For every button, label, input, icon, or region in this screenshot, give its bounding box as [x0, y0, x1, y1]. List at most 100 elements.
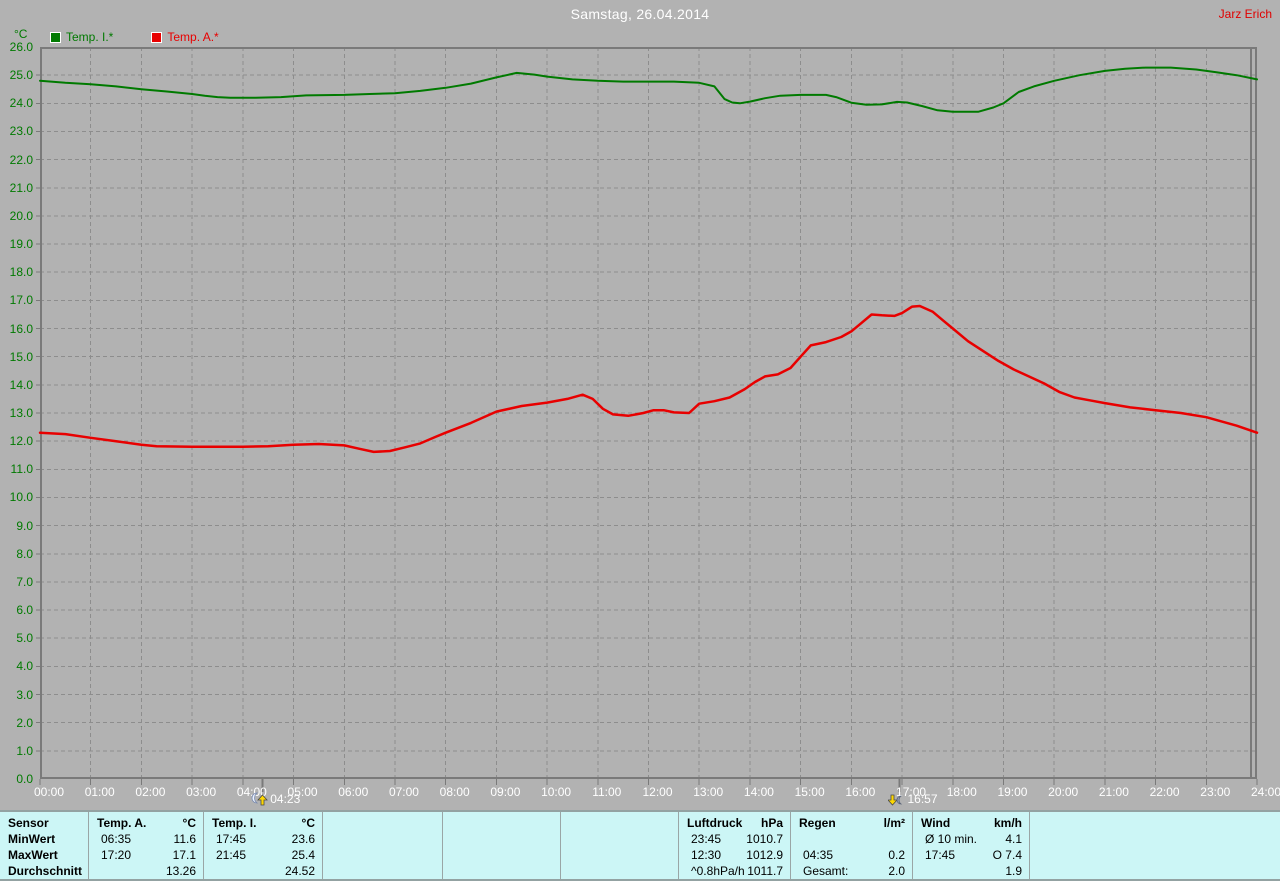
sensor-name: Regen [799, 816, 836, 830]
table-cell-value: 2.0 [888, 864, 905, 878]
table-cell-time: 12:30 [691, 848, 722, 862]
table-column-regen: Regen l/m² 04:35 0.2 Gesamt: 2.0 [790, 812, 912, 879]
table-cell-value: 1011.7 [747, 864, 783, 878]
legend-item-temp-i: Temp. I.* [50, 30, 113, 44]
y-tick-label: 13.0 [9, 406, 33, 420]
y-tick-label: 11.0 [10, 462, 33, 477]
table-cell-time: 04:35 [803, 848, 834, 862]
y-tick-label: 2.0 [16, 715, 33, 730]
table-row: 24.52 [204, 863, 322, 879]
table-cell-value: 1012.9 [746, 848, 783, 862]
table-cell-time: 17:45 [216, 832, 247, 846]
table-row: 23:45 1010.7 [679, 831, 790, 847]
moonset-icon [887, 794, 902, 806]
table-row: 17:45 23.6 [204, 831, 322, 847]
table-row [443, 847, 560, 863]
temp-a-legend-swatch [151, 31, 163, 43]
y-axis-unit-label: °C [14, 27, 28, 41]
x-tick-label: 10:00 [541, 785, 572, 799]
table-cell-value: 24.52 [284, 864, 315, 878]
table-column-empty [442, 812, 560, 879]
table-header-row: Temp. I. °C [204, 815, 322, 831]
table-row: MaxWert [0, 847, 88, 863]
x-tick-label: 11:00 [592, 785, 622, 799]
event-marker-time: 16:57 [907, 792, 938, 806]
x-tick-label: 15:00 [794, 785, 825, 799]
table-row: 04:35 0.2 [791, 847, 912, 863]
sun-moon-event-markers: 04:23 16:57 [40, 792, 1280, 808]
table-header-row: Wind km/h [913, 815, 1029, 831]
table-row [561, 847, 678, 863]
x-tick-label: 04:00 [236, 785, 267, 799]
x-tick-label: 22:00 [1149, 785, 1180, 799]
table-header-row: Regen l/m² [791, 815, 912, 831]
y-tick-label: 21.0 [9, 180, 33, 195]
table-column-luftdruck: Luftdruck hPa 23:45 1010.7 12:30 1012.9 ^0.8hP… [678, 812, 790, 879]
table-header-row [323, 815, 442, 831]
table-row: 13.26 [89, 863, 203, 879]
table-cell-time: 23:45 [691, 832, 722, 846]
table-cell-value: 17.1 [172, 848, 196, 862]
table-row: 1.9 [913, 863, 1029, 879]
table-row [323, 863, 442, 879]
y-tick-label: 24.0 [9, 96, 33, 111]
y-tick-label: 3.0 [16, 687, 33, 702]
x-tick-label: 03:00 [186, 785, 217, 799]
sensor-name: Wind [921, 816, 951, 830]
temp-i-legend-swatch [50, 31, 61, 43]
table-header-row [1030, 815, 1280, 831]
table-row-label: Sensor [8, 816, 49, 830]
table-header-row: Luftdruck hPa [679, 815, 790, 831]
table-row: MinWert [0, 831, 88, 847]
x-tick-label: 01:00 [84, 785, 115, 799]
table-row [1030, 847, 1280, 863]
sensor-unit: °C [182, 816, 196, 830]
moonrise-icon [251, 792, 269, 806]
x-tick-label: 19:00 [997, 785, 1028, 799]
table-cell-time: 06:35 [101, 832, 132, 846]
temperature-chart-svg [36, 47, 1259, 792]
y-tick-label: 6.0 [16, 603, 33, 618]
table-row [443, 863, 560, 879]
y-tick-label: 8.0 [16, 546, 33, 561]
table-row: Gesamt: 2.0 [791, 863, 912, 879]
x-tick-label: 14:00 [743, 785, 774, 799]
owner-label: Jarz Erich [1218, 7, 1272, 21]
y-tick-label: 23.0 [9, 124, 33, 139]
table-cell-value: 11.6 [173, 832, 196, 846]
y-tick-label: 26.0 [9, 40, 33, 54]
legend-item-temp-a: Temp. A.* [151, 30, 219, 44]
table-row [1030, 831, 1280, 847]
event-marker-time: 04:23 [270, 792, 301, 806]
sensor-unit: km/h [993, 816, 1022, 830]
sensor-name: Temp. I. [212, 816, 257, 830]
x-tick-label: 24:00 [1250, 785, 1280, 799]
table-column-empty [322, 812, 442, 879]
x-axis-tick-labels: 00:00 01:00 02:00 03:00 04:00 05:00 06:00 07:00… [34, 785, 1280, 800]
y-tick-label: 9.0 [16, 518, 33, 533]
table-cell-value: 23.6 [291, 832, 315, 846]
sensor-unit: l/m² [883, 816, 905, 830]
x-tick-label: 08:00 [439, 785, 470, 799]
y-tick-label: 0.0 [16, 772, 33, 786]
y-tick-label: 17.0 [9, 293, 33, 308]
x-tick-label: 07:00 [388, 785, 419, 799]
legend-label-temp-a: Temp. A.* [167, 30, 219, 44]
table-cell-time: 17:45 [925, 848, 956, 862]
table-row: 21:45 25.4 [204, 847, 322, 863]
table-row: Ø 10 min. 4.1 [913, 831, 1029, 847]
table-column-temp-i-: Temp. I. °C 17:45 23.6 21:45 25.4 24.52 [203, 812, 322, 879]
y-tick-label: 7.0 [16, 574, 33, 589]
table-cell-value: O 7.4 [992, 848, 1022, 862]
table-cell-time: Ø 10 min. [925, 832, 978, 846]
x-tick-label: 09:00 [490, 785, 521, 799]
y-tick-label: 18.0 [9, 265, 33, 280]
table-cell-time: 21:45 [216, 848, 247, 862]
table-cell-value: 25.4 [291, 848, 315, 862]
table-row [561, 831, 678, 847]
y-tick-label: 25.0 [9, 68, 33, 83]
table-cell-value: 1010.7 [746, 832, 783, 846]
table-cell-value: 4.1 [1005, 832, 1022, 846]
x-tick-label: 00:00 [33, 785, 65, 799]
